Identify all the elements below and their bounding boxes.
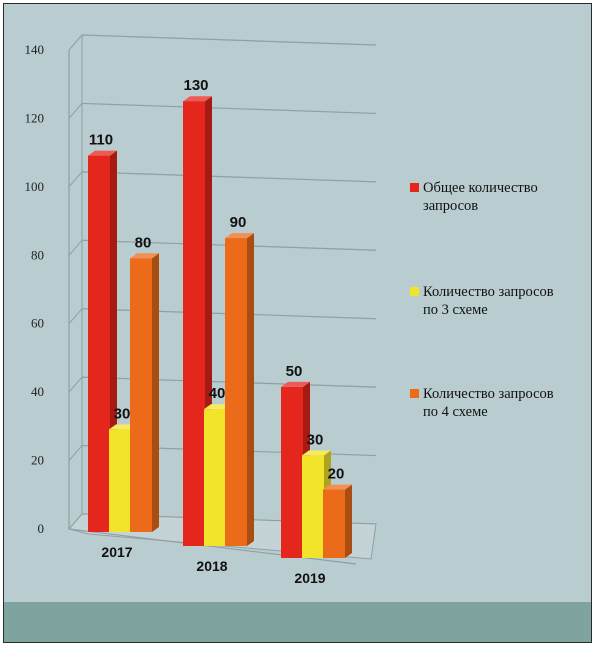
- gridline-side: [68, 376, 83, 393]
- bar-top: [323, 484, 352, 490]
- data-label: 40: [209, 385, 226, 402]
- y-tick-label: 120: [25, 110, 45, 125]
- bar: [323, 489, 345, 558]
- x-tick-label: 2018: [196, 558, 227, 574]
- bar: [88, 155, 110, 532]
- bar-top: [225, 233, 254, 239]
- data-label: 130: [183, 77, 208, 94]
- bar: [130, 258, 152, 532]
- gridline: [81, 34, 377, 46]
- gridline-side: [68, 34, 83, 51]
- bar: [109, 429, 131, 532]
- legend-label: Количество запросов: [423, 386, 554, 402]
- bar-top: [302, 450, 331, 456]
- bar: [225, 238, 247, 547]
- gridline: [81, 171, 377, 183]
- data-label: 110: [89, 132, 113, 149]
- y-tick-label: 100: [25, 179, 45, 194]
- legend-label: по 4 схеме: [423, 404, 488, 420]
- bar-side: [345, 484, 352, 558]
- y-tick-label: 0: [38, 521, 45, 536]
- bar: [204, 409, 226, 546]
- bar-top: [88, 150, 117, 156]
- legend-label: Общее количество: [423, 180, 538, 196]
- gridline-side: [68, 103, 83, 119]
- y-tick-label: 140: [25, 42, 45, 57]
- bar-side: [152, 253, 159, 533]
- gridline-side: [68, 308, 83, 325]
- y-tick-label: 60: [31, 316, 44, 331]
- y-tick-label: 80: [31, 247, 44, 262]
- data-label: 80: [135, 234, 152, 251]
- data-label: 30: [114, 405, 131, 422]
- y-tick-label: 20: [31, 453, 44, 468]
- bar: [302, 455, 324, 558]
- data-label: 20: [328, 466, 345, 483]
- bar-top: [130, 253, 159, 259]
- legend-swatch: [410, 183, 419, 192]
- gridline: [81, 102, 377, 115]
- bar: [183, 101, 205, 546]
- gridline-side: [68, 445, 83, 461]
- x-tick-label: 2019: [294, 570, 325, 586]
- legend-label: запросов: [423, 198, 478, 214]
- legend-swatch: [410, 389, 419, 398]
- data-label: 30: [307, 431, 324, 448]
- bottom-band: [4, 602, 591, 642]
- bar-chart: 0 20 40 60 80 100 120 140 110 30 80 2017 130 40 90 2018…: [25, 34, 554, 586]
- gridline-side: [68, 171, 83, 188]
- chart-frame: 0 20 40 60 80 100 120 140 110 30 80 2017 130 40 90 2018…: [3, 3, 592, 643]
- bar: [281, 386, 303, 558]
- y-tick-label: 40: [31, 384, 44, 399]
- gridline-side: [68, 239, 83, 256]
- legend-swatch: [410, 287, 419, 296]
- bar-top: [281, 381, 310, 387]
- bar-side: [247, 233, 254, 547]
- legend-label: по 3 схеме: [423, 302, 488, 318]
- data-label: 50: [286, 363, 303, 380]
- legend-label: Количество запросов: [423, 284, 554, 300]
- x-axis: [68, 528, 357, 565]
- x-tick-label: 2017: [101, 544, 132, 560]
- data-label: 90: [230, 214, 247, 231]
- bar-top: [183, 96, 212, 102]
